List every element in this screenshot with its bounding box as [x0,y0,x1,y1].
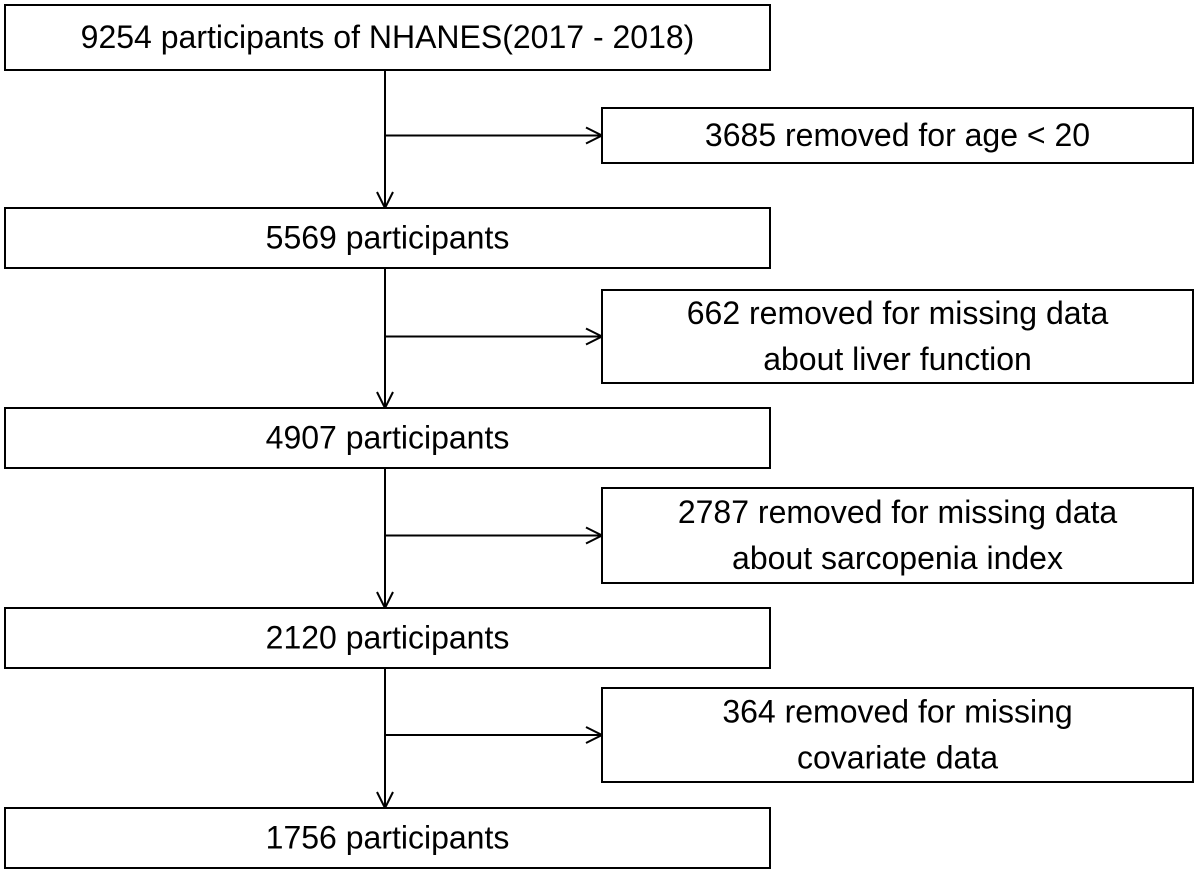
step-label: 5569 participants [266,219,510,255]
exclusion-label: about liver function [763,341,1032,377]
step-box [4,407,771,469]
step-box [4,207,771,269]
exclusion-label: about sarcopenia index [732,540,1063,576]
step-label: 9254 participants of NHANES(2017 - 2018) [81,19,695,55]
exclusion-label: 364 removed for missing [722,693,1072,729]
step-box [4,807,771,869]
step-label: 2120 participants [266,619,510,655]
step-label: 1756 participants [266,819,510,855]
exclusion-label: 662 removed for missing data [687,295,1109,331]
exclusion-box [601,289,1194,384]
exclusion-box [601,687,1194,783]
exclusion-label: covariate data [797,739,998,775]
exclusion-label: 3685 removed for age < 20 [705,117,1090,153]
exclusion-box [601,107,1194,164]
step-box [4,4,771,71]
step-label: 4907 participants [266,419,510,455]
exclusion-label: 2787 removed for missing data [678,494,1118,530]
step-box [4,607,771,669]
exclusion-box [601,487,1194,584]
